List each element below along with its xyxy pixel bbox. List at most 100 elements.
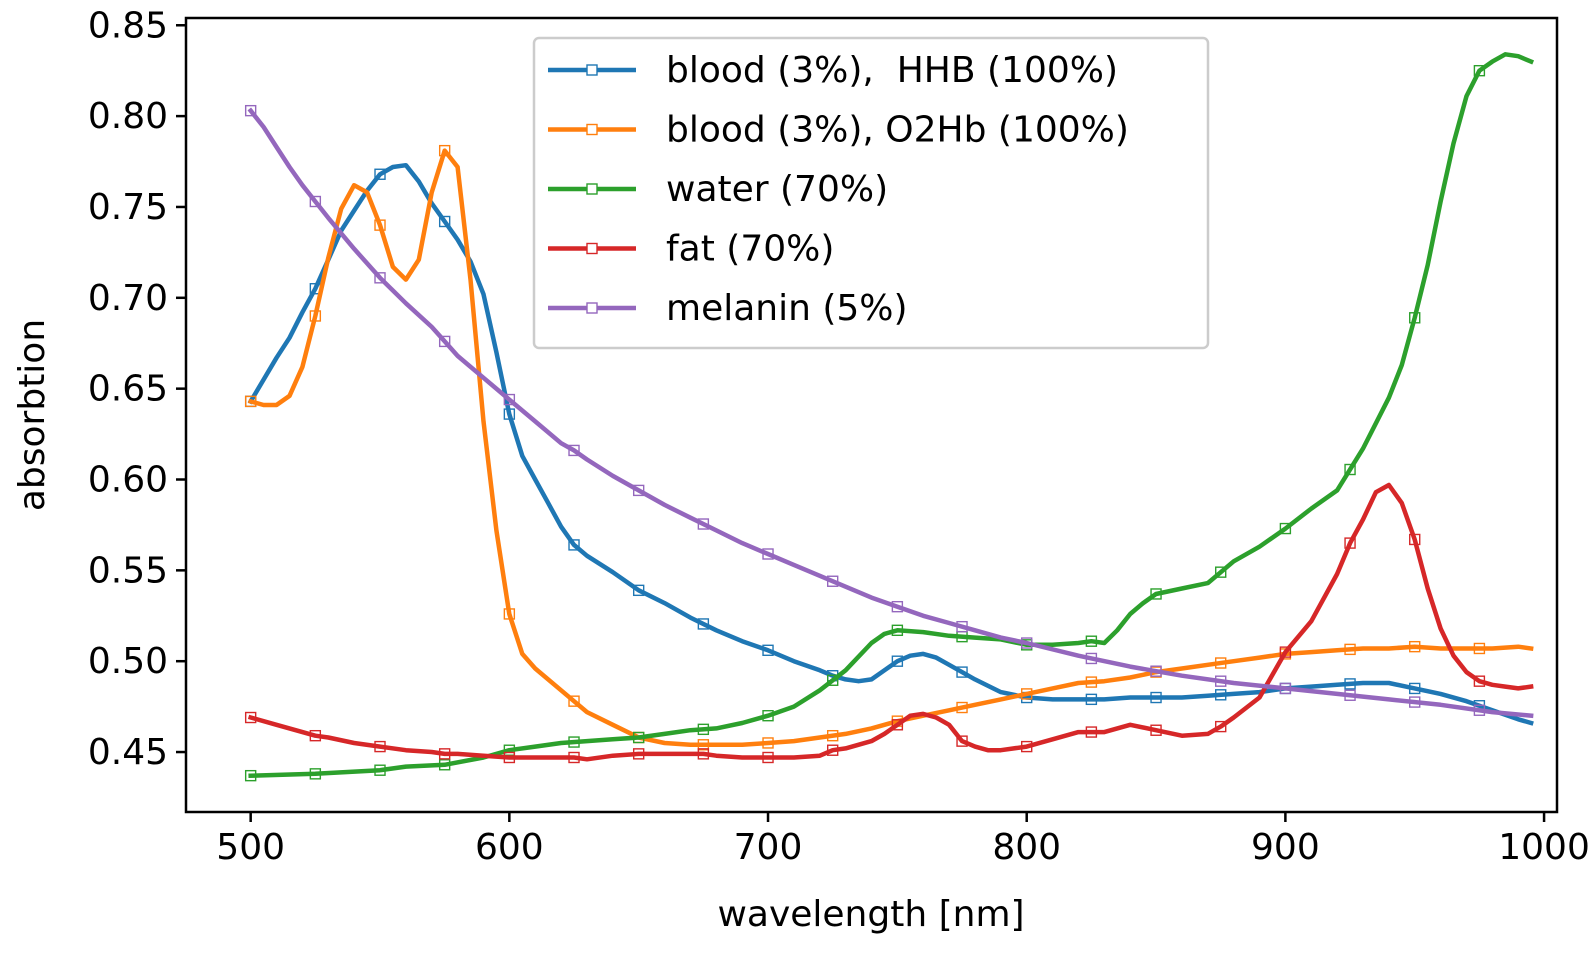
- data-point: [1215, 566, 1227, 578]
- data-point: [438, 335, 451, 348]
- data-point: [1085, 726, 1098, 738]
- data-point: [309, 768, 322, 780]
- x-tick-label: 800: [992, 827, 1061, 868]
- data-point: [1215, 689, 1227, 701]
- data-point: [891, 600, 904, 613]
- data-point: [503, 608, 516, 620]
- x-axis: 500 600 700 800 900 1000: [216, 812, 1590, 868]
- y-tick-label: 0.50: [88, 641, 168, 682]
- y-tick-label: 0.65: [88, 369, 168, 410]
- data-point: [503, 751, 516, 764]
- plot-frame: [184, 16, 1559, 814]
- data-point: [374, 764, 386, 776]
- data-point: [1279, 646, 1292, 658]
- data-point: [1344, 678, 1356, 690]
- y-tick-label: 0.45: [88, 732, 168, 773]
- data-point: [697, 518, 710, 530]
- y-tick-label: 0.60: [88, 460, 168, 501]
- data-point: [503, 408, 516, 420]
- series-4: [244, 104, 1534, 719]
- data-point: [1409, 312, 1421, 324]
- data-point: [956, 666, 968, 678]
- data-point: [438, 144, 451, 157]
- x-tick-label: 500: [216, 827, 285, 868]
- series-layer: [244, 52, 1535, 782]
- y-tick-label: 0.75: [88, 187, 168, 228]
- series-line: [247, 107, 1534, 719]
- data-point: [697, 739, 710, 751]
- data-point: [309, 310, 322, 322]
- data-point: [374, 272, 386, 284]
- legend-label: melanin (5%): [666, 288, 908, 329]
- x-tick-label: 900: [1251, 827, 1320, 868]
- data-point: [891, 655, 904, 667]
- legend-box: [532, 36, 1210, 350]
- series-line: [247, 162, 1534, 726]
- data-point: [568, 736, 580, 748]
- data-point: [1085, 693, 1098, 706]
- legend-label: blood (3%), HHB (100%): [666, 50, 1118, 91]
- data-point: [1085, 676, 1098, 688]
- data-point: [568, 444, 580, 457]
- x-tick-label: 700: [734, 827, 803, 868]
- data-point: [244, 395, 257, 408]
- legend-label: blood (3%), O2Hb (100%): [666, 110, 1129, 151]
- y-tick-label: 0.70: [88, 278, 168, 319]
- data-point: [762, 751, 774, 764]
- data-point: [1473, 642, 1486, 655]
- data-point: [1409, 640, 1421, 653]
- y-tick-label: 0.85: [88, 5, 168, 46]
- data-point: [1215, 675, 1227, 687]
- data-point: [1344, 689, 1356, 701]
- data-point: [762, 548, 774, 560]
- x-tick-label: 600: [475, 827, 544, 868]
- data-point: [309, 195, 322, 208]
- data-point: [503, 744, 516, 756]
- data-point: [374, 219, 386, 231]
- data-point: [1473, 675, 1486, 687]
- data-point: [1150, 724, 1162, 736]
- legend: blood (3%), HHB (100%) blood (3%), O2Hb (…: [532, 36, 1210, 350]
- data-point: [891, 719, 904, 731]
- legend-label: fat (70%): [666, 229, 834, 270]
- data-point: [826, 744, 839, 756]
- data-point: [1473, 64, 1486, 77]
- data-point: [891, 624, 904, 637]
- y-tick-label: 0.55: [88, 550, 168, 591]
- data-point: [244, 769, 257, 782]
- data-point: [1150, 588, 1162, 600]
- data-point: [762, 644, 774, 656]
- data-point: [956, 735, 968, 747]
- data-point: [374, 740, 386, 753]
- data-point: [1085, 652, 1098, 665]
- x-axis-label: wavelength [nm]: [717, 894, 1024, 935]
- legend-marker: [586, 302, 598, 314]
- data-point: [956, 701, 968, 714]
- data-point: [1409, 682, 1421, 695]
- data-point: [1409, 533, 1421, 546]
- data-point: [1215, 657, 1227, 669]
- data-point: [1150, 691, 1162, 704]
- data-point: [244, 104, 257, 117]
- data-point: [244, 711, 257, 724]
- data-point: [632, 584, 645, 597]
- x-tick-label: 1000: [1498, 827, 1590, 868]
- data-point: [1021, 637, 1033, 649]
- data-point: [1279, 522, 1292, 535]
- data-point: [438, 215, 451, 228]
- data-point: [1021, 740, 1033, 753]
- data-point: [309, 729, 322, 742]
- data-point: [1344, 643, 1356, 656]
- data-point: [503, 393, 516, 406]
- data-point: [762, 710, 774, 722]
- data-point: [438, 759, 451, 771]
- series-3: [244, 482, 1534, 764]
- legend-marker: [586, 183, 598, 195]
- data-point: [1279, 682, 1292, 695]
- data-point: [697, 618, 710, 630]
- data-point: [826, 729, 839, 742]
- data-point: [762, 737, 774, 749]
- data-point: [1215, 720, 1227, 733]
- data-point: [1150, 665, 1162, 677]
- y-axis: 0.45 0.50 0.55 0.60 0.65 0.70 0.75 0.80 0.85: [88, 5, 186, 773]
